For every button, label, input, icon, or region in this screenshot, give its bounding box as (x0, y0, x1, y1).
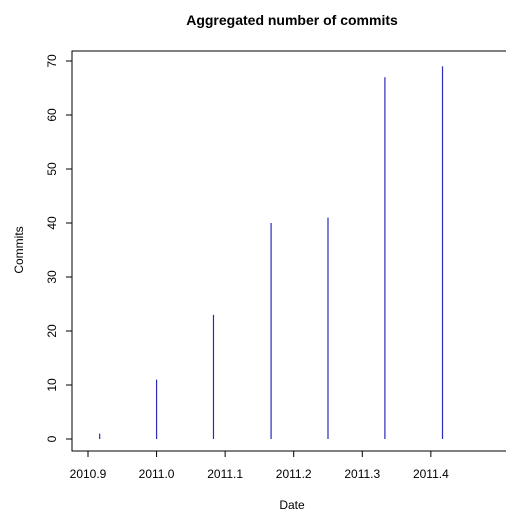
x-tick-label: 2011.1 (207, 467, 243, 481)
y-tick-label: 20 (45, 324, 59, 338)
x-tick-label: 2011.2 (276, 467, 312, 481)
y-tick-label: 40 (45, 216, 59, 230)
plot-frame (71, 50, 506, 452)
bars-group (99, 66, 444, 439)
y-tick-label: 0 (45, 435, 59, 442)
y-tick-label: 30 (45, 270, 59, 284)
chart-title: Aggregated number of commits (186, 12, 398, 28)
x-tick-label: 2010.9 (70, 467, 107, 481)
x-tick-label: 2011.4 (413, 467, 449, 481)
x-tick-label: 2011.0 (139, 467, 175, 481)
y-axis-label: Commits (12, 226, 26, 273)
y-tick-label: 70 (45, 54, 59, 68)
y-axis: 0 10 20 30 40 50 60 70 (45, 54, 72, 442)
y-tick-label: 50 (45, 162, 59, 176)
x-axis: 2010.9 2011.0 2011.1 2011.2 2011.3 2011.4 (70, 451, 449, 481)
x-axis-label: Date (279, 498, 305, 512)
y-tick-label: 10 (45, 378, 59, 392)
y-tick-label: 60 (45, 108, 59, 122)
x-tick-label: 2011.3 (344, 467, 380, 481)
